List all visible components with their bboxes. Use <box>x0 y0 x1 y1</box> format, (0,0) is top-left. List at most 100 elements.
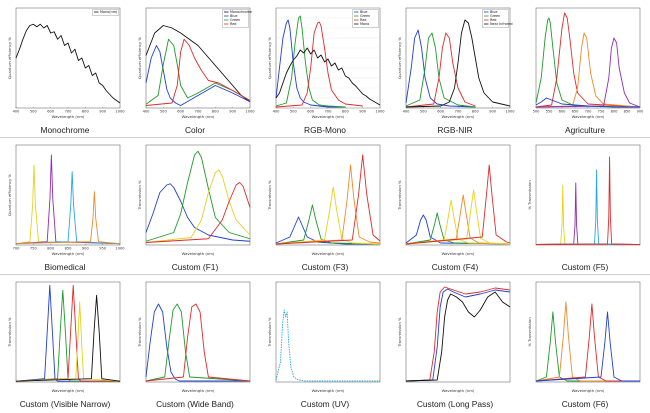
y-axis-label: Quantum efficiency % <box>7 174 12 216</box>
series-line <box>405 214 511 245</box>
legend-entry: Red <box>490 18 496 22</box>
row-divider <box>0 274 650 275</box>
series-line <box>535 37 641 108</box>
y-axis-label: % Transmission <box>527 317 532 347</box>
series-line <box>15 23 121 104</box>
chart-svg: 700 750 800 850 900 950 1000 Wavelength (nm) Qua… <box>7 144 125 256</box>
legend-box <box>482 9 509 28</box>
y-axis-label: Transmission % <box>7 317 12 348</box>
chart-svg: Wavelength (nm) Transmission % <box>267 144 381 256</box>
chart-svg: 400 500 600 700 800 900 1000 Wavelength (nm) Qua… <box>7 7 125 119</box>
x-axis-label: Wavelength (nm) <box>442 388 475 393</box>
series-line <box>405 189 511 245</box>
x-tick-label: 550 <box>546 110 554 114</box>
x-tick-label: 500 <box>420 110 428 114</box>
series-line <box>405 291 511 382</box>
series-line <box>405 32 476 108</box>
chart-caption: Custom (F6) <box>561 399 609 409</box>
plot-frame <box>15 281 121 383</box>
x-tick-label: 950 <box>99 247 107 251</box>
x-tick-label: 600 <box>177 110 185 114</box>
x-tick-label: 700 <box>325 110 333 114</box>
chart-caption: Custom (Wide Band) <box>156 399 234 409</box>
x-tick-label: 500 <box>533 110 541 114</box>
chart-svg: 400 500 600 700 800 900 1000 Wavelength (nm) Qua… <box>137 7 255 119</box>
chart-svg: Wavelength (nm) Transmission % <box>267 281 381 393</box>
chart-caption: Custom (F5) <box>561 262 609 272</box>
chart-caption: Custom (UV) <box>300 399 350 409</box>
x-tick-label: 400 <box>143 110 151 114</box>
legend-box <box>92 9 119 16</box>
legend-entry: Green <box>490 14 500 18</box>
x-tick-label: 800 <box>472 110 480 114</box>
series-line <box>535 12 641 108</box>
series-line <box>535 311 640 382</box>
series-line <box>405 288 511 382</box>
y-axis-label: Transmission % <box>267 317 272 348</box>
x-tick-label: 600 <box>437 110 445 114</box>
x-tick-label: 800 <box>342 110 350 114</box>
x-tick-label: 400 <box>403 110 411 114</box>
chart-svg: Wavelength (nm) Transmission % <box>137 281 251 393</box>
series-line <box>275 186 381 245</box>
chart-svg: Wavelength (nm) Transmission % <box>7 281 121 393</box>
chart-svg: 400 500 600 700 800 900 1000 Wavelength (nm) Qua… <box>267 7 385 119</box>
x-tick-label: 850 <box>65 247 73 251</box>
series-line <box>535 32 641 108</box>
series-line <box>275 309 380 382</box>
chart-caption: Monochrome <box>40 125 90 135</box>
series-line <box>535 97 640 108</box>
legend-entry: Red <box>360 18 366 22</box>
x-tick-label: 900 <box>99 110 107 114</box>
series-line <box>145 38 251 106</box>
x-tick-label: 900 <box>637 110 645 114</box>
legend-box <box>352 9 379 28</box>
series-line <box>145 45 251 106</box>
x-tick-label: 750 <box>30 247 38 251</box>
legend-entry: Mono <box>360 22 369 26</box>
x-tick-label: 700 <box>585 110 593 114</box>
series-line <box>535 301 640 382</box>
series-line <box>275 21 363 108</box>
legend-entry: Red <box>230 22 236 26</box>
chart-panel: Wavelength (nm) % Transmission Custom (F6) <box>520 276 650 413</box>
chart-caption: Custom (F1) <box>171 262 219 272</box>
x-tick-label: 900 <box>359 110 367 114</box>
chart-caption: Custom (F4) <box>431 262 479 272</box>
series-line <box>405 19 511 108</box>
plot-frame <box>535 281 641 383</box>
plot-frame <box>145 281 251 383</box>
legend-entry: Green <box>360 14 370 18</box>
x-axis-label: Wavelength (nm) <box>572 114 605 119</box>
y-axis-label: Quantum efficiency % <box>267 37 272 79</box>
series-line <box>405 32 476 108</box>
legend-entry: Mono(nm) <box>100 10 118 14</box>
legend-box <box>222 9 249 28</box>
chart-panel: Wavelength (nm) Transmission % Custom (F4) <box>390 139 520 276</box>
x-tick-label: 900 <box>229 110 237 114</box>
series-line <box>15 289 120 382</box>
chart-caption: RGB-Mono <box>304 125 346 135</box>
legend-entry: Near Infrared <box>490 22 513 26</box>
chart-panel: 400 500 600 700 800 900 1000 Wavelength (nm) Qua… <box>390 2 520 139</box>
legend-entry: Blue <box>230 14 238 18</box>
plot-frame <box>145 144 251 246</box>
series-line <box>145 183 251 242</box>
x-axis-label: Wavelength (nm) <box>52 388 85 393</box>
chart-caption: Biomedical <box>44 262 86 272</box>
x-tick-label: 600 <box>47 110 55 114</box>
x-tick-label: 800 <box>212 110 220 114</box>
y-axis-label: Quantum efficiency % <box>397 37 402 79</box>
x-tick-label: 600 <box>559 110 567 114</box>
x-tick-label: 1000 <box>505 110 515 114</box>
series-line <box>405 194 511 245</box>
chart-svg: 500 550 600 650 700 750 800 850 900 Wavelength (n… <box>533 7 645 119</box>
legend: Mono(nm) <box>92 9 119 16</box>
x-tick-label: 400 <box>273 110 281 114</box>
plot-frame <box>15 7 121 109</box>
chart-caption: Custom (Visible Narrow) <box>19 399 111 409</box>
x-axis-label: Wavelength (nm) <box>182 251 215 256</box>
y-axis-label: Transmission % <box>267 180 272 211</box>
